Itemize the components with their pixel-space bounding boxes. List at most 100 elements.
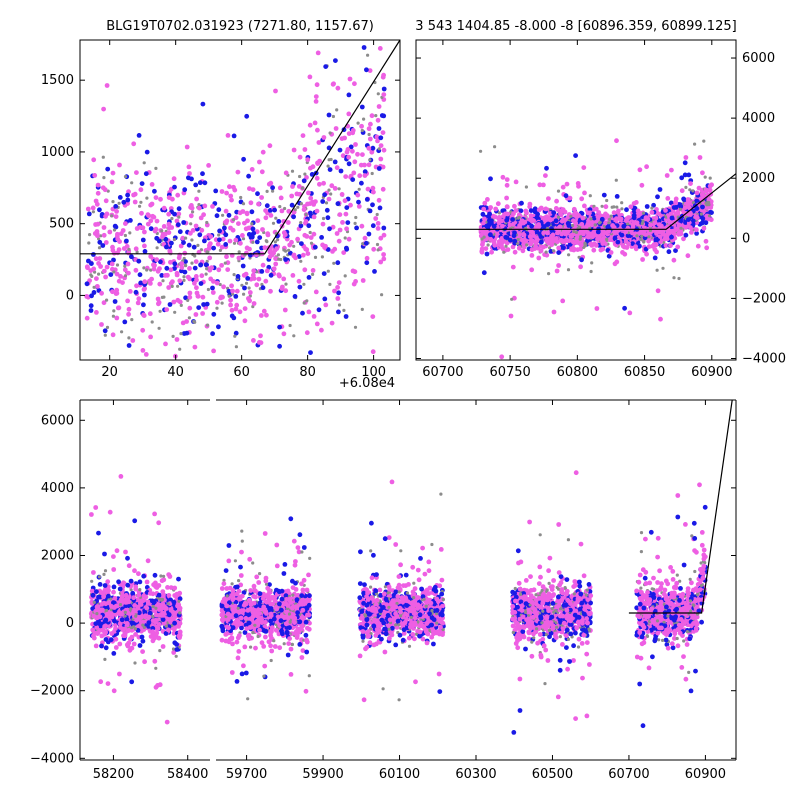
data-point [111, 257, 116, 263]
data-point [345, 147, 351, 152]
data-point [697, 155, 703, 160]
data-point [313, 99, 319, 104]
data-point [334, 231, 340, 236]
data-point [209, 265, 215, 271]
data-point [567, 253, 571, 257]
data-point [213, 188, 219, 194]
data-point [700, 170, 705, 176]
x-tick-label: 60900 [691, 365, 732, 380]
data-point [174, 218, 180, 224]
data-point [346, 111, 352, 117]
data-point [323, 302, 329, 308]
data-point [298, 174, 302, 179]
data-point [198, 281, 204, 286]
data-point [139, 181, 145, 187]
data-point [359, 104, 365, 110]
data-point [353, 142, 358, 147]
data-point [337, 187, 341, 191]
data-point [635, 234, 639, 238]
data-point [210, 204, 215, 209]
data-point [541, 182, 546, 188]
data-point [101, 300, 107, 306]
data-point [206, 163, 212, 168]
data-point [586, 234, 592, 240]
data-point [131, 141, 137, 147]
x-tick-label: 100 [361, 365, 386, 380]
data-point [370, 223, 376, 229]
data-point [652, 220, 658, 226]
data-point [277, 257, 281, 261]
data-point [340, 220, 345, 225]
data-point [377, 147, 381, 151]
data-point [593, 243, 599, 248]
data-point [378, 156, 384, 162]
data-point [188, 213, 194, 219]
data-point [593, 206, 599, 212]
data-point [170, 216, 174, 221]
data-point [197, 203, 201, 207]
data-point [225, 133, 231, 138]
data-point [328, 282, 332, 286]
data-point [149, 598, 155, 604]
data-point [97, 614, 103, 620]
data-point [198, 262, 204, 268]
data-point [316, 140, 322, 145]
y-tick-label: −4000 [742, 351, 786, 366]
data-point [482, 216, 487, 222]
data-point [127, 289, 133, 294]
data-point [552, 249, 556, 253]
data-point [280, 284, 285, 290]
data-point [657, 187, 663, 192]
data-point [503, 234, 509, 240]
data-point [311, 314, 317, 319]
data-point [233, 559, 237, 563]
data-point [91, 570, 96, 575]
data-point [112, 270, 116, 274]
data-point [199, 248, 203, 252]
data-point [216, 267, 222, 273]
data-point [250, 222, 254, 226]
data-point [145, 268, 149, 272]
data-point [102, 624, 108, 629]
data-point [530, 233, 536, 239]
data-point [117, 586, 123, 592]
data-point [184, 144, 190, 150]
data-point [702, 139, 706, 143]
data-point [84, 264, 90, 270]
data-point [486, 243, 490, 247]
data-point [90, 579, 94, 583]
data-point [254, 252, 259, 258]
data-point [321, 271, 327, 276]
data-point [363, 240, 369, 246]
data-point [170, 279, 175, 285]
data-point [244, 113, 250, 119]
data-point [669, 167, 674, 173]
data-point [166, 612, 172, 618]
data-point [708, 209, 713, 215]
data-point [315, 50, 321, 56]
y-tick-label: 2000 [742, 171, 775, 186]
data-point [196, 243, 200, 247]
data-point [247, 186, 252, 192]
data-point [553, 218, 559, 224]
data-point [360, 307, 364, 311]
data-point [623, 229, 629, 235]
data-point [288, 516, 294, 522]
data-point [650, 206, 654, 210]
data-point [108, 272, 114, 277]
data-point [108, 637, 114, 643]
data-point [324, 207, 330, 213]
data-point [362, 169, 368, 175]
data-point [614, 194, 620, 199]
data-point [263, 208, 268, 214]
data-point [244, 245, 250, 251]
data-point [102, 583, 108, 588]
data-point [549, 226, 554, 231]
data-point [142, 249, 148, 254]
data-point [204, 272, 208, 276]
data-point [301, 207, 307, 213]
data-point [359, 223, 365, 229]
data-point [166, 221, 172, 227]
data-point [122, 267, 128, 273]
data-point [111, 584, 117, 590]
